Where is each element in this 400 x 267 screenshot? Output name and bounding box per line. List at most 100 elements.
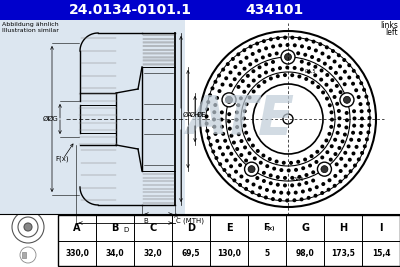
Text: Ø4,5: Ø4,5: [305, 69, 316, 73]
Circle shape: [310, 55, 314, 59]
Text: ØH: ØH: [190, 112, 201, 118]
Circle shape: [215, 139, 219, 143]
Circle shape: [257, 193, 261, 197]
Circle shape: [205, 122, 209, 126]
Circle shape: [233, 65, 237, 69]
Circle shape: [327, 55, 331, 59]
Text: ØI: ØI: [43, 116, 50, 122]
Circle shape: [220, 110, 224, 114]
Circle shape: [343, 132, 347, 136]
Circle shape: [258, 186, 262, 190]
Circle shape: [213, 103, 217, 107]
Circle shape: [367, 123, 371, 127]
Circle shape: [340, 93, 354, 107]
Circle shape: [333, 174, 337, 178]
Circle shape: [363, 144, 367, 148]
Circle shape: [328, 103, 332, 107]
Circle shape: [244, 162, 258, 176]
Circle shape: [330, 117, 334, 121]
Circle shape: [262, 39, 266, 43]
Text: 434101: 434101: [246, 3, 304, 17]
Text: ØG: ØG: [47, 116, 58, 122]
Circle shape: [301, 166, 305, 170]
Circle shape: [229, 152, 233, 156]
Text: 34,0: 34,0: [106, 249, 124, 258]
Circle shape: [293, 43, 297, 47]
Circle shape: [303, 53, 307, 57]
Circle shape: [329, 89, 333, 93]
Circle shape: [294, 191, 298, 195]
Text: I: I: [379, 223, 383, 233]
Circle shape: [236, 103, 240, 107]
Circle shape: [368, 116, 372, 120]
Circle shape: [319, 78, 323, 82]
Circle shape: [331, 49, 335, 53]
Circle shape: [269, 181, 273, 185]
Text: 130,0: 130,0: [217, 249, 241, 258]
Circle shape: [325, 73, 329, 77]
Circle shape: [330, 78, 334, 82]
Circle shape: [276, 183, 280, 187]
Circle shape: [329, 125, 333, 129]
Text: E: E: [226, 223, 232, 233]
Circle shape: [343, 151, 347, 155]
Circle shape: [354, 88, 358, 92]
Circle shape: [230, 134, 234, 138]
Circle shape: [339, 169, 343, 173]
Circle shape: [335, 162, 339, 166]
Circle shape: [308, 188, 312, 192]
Circle shape: [253, 156, 257, 160]
Circle shape: [326, 188, 330, 192]
Circle shape: [272, 167, 276, 171]
Circle shape: [351, 82, 355, 86]
Circle shape: [335, 102, 339, 106]
Circle shape: [221, 152, 225, 156]
Circle shape: [307, 70, 311, 74]
Circle shape: [324, 83, 328, 87]
Circle shape: [286, 43, 290, 47]
Circle shape: [268, 157, 272, 161]
Circle shape: [209, 143, 213, 147]
Circle shape: [314, 194, 318, 198]
Circle shape: [272, 190, 276, 194]
Circle shape: [330, 144, 334, 148]
Circle shape: [232, 140, 236, 144]
Circle shape: [311, 170, 315, 174]
Circle shape: [226, 146, 230, 150]
Circle shape: [279, 168, 283, 172]
Circle shape: [235, 110, 239, 114]
Circle shape: [345, 118, 349, 122]
Circle shape: [264, 195, 268, 199]
Circle shape: [321, 91, 325, 95]
Circle shape: [360, 109, 364, 113]
Circle shape: [284, 53, 292, 61]
Text: 330,0: 330,0: [65, 249, 89, 258]
Circle shape: [343, 82, 347, 86]
Circle shape: [323, 62, 327, 66]
Circle shape: [292, 198, 296, 202]
Circle shape: [338, 76, 342, 80]
Circle shape: [316, 85, 320, 89]
Circle shape: [244, 56, 248, 60]
Circle shape: [293, 66, 297, 70]
Circle shape: [276, 36, 280, 40]
Circle shape: [229, 83, 233, 87]
Circle shape: [252, 89, 256, 93]
Circle shape: [275, 52, 279, 56]
Circle shape: [251, 52, 255, 56]
Circle shape: [214, 156, 218, 160]
Circle shape: [279, 191, 283, 195]
Text: ATE: ATE: [186, 93, 294, 145]
Circle shape: [308, 164, 312, 168]
Circle shape: [244, 102, 248, 106]
Circle shape: [255, 176, 259, 180]
Circle shape: [285, 198, 289, 202]
Circle shape: [257, 49, 261, 53]
Circle shape: [310, 154, 314, 158]
Circle shape: [228, 127, 232, 131]
Circle shape: [268, 53, 272, 57]
Circle shape: [334, 152, 338, 156]
Circle shape: [247, 84, 251, 88]
Circle shape: [210, 86, 214, 90]
Circle shape: [242, 90, 246, 94]
